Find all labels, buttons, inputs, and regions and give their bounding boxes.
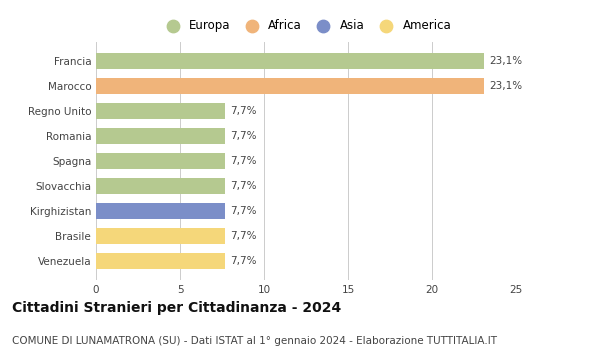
Bar bbox=[96, 128, 226, 144]
Bar bbox=[96, 53, 484, 69]
Bar bbox=[96, 253, 226, 269]
Bar bbox=[96, 178, 226, 194]
Text: 23,1%: 23,1% bbox=[489, 81, 522, 91]
Bar bbox=[96, 228, 226, 244]
Text: 7,7%: 7,7% bbox=[230, 181, 257, 191]
Text: 7,7%: 7,7% bbox=[230, 156, 257, 166]
Text: 7,7%: 7,7% bbox=[230, 256, 257, 266]
Legend: Europa, Africa, Asia, America: Europa, Africa, Asia, America bbox=[158, 17, 454, 35]
Bar bbox=[96, 153, 226, 169]
Text: 7,7%: 7,7% bbox=[230, 231, 257, 241]
Bar bbox=[96, 203, 226, 219]
Text: 7,7%: 7,7% bbox=[230, 131, 257, 141]
Text: Cittadini Stranieri per Cittadinanza - 2024: Cittadini Stranieri per Cittadinanza - 2… bbox=[12, 301, 341, 315]
Text: 7,7%: 7,7% bbox=[230, 206, 257, 216]
Bar bbox=[96, 78, 484, 94]
Bar bbox=[96, 103, 226, 119]
Text: COMUNE DI LUNAMATRONA (SU) - Dati ISTAT al 1° gennaio 2024 - Elaborazione TUTTIT: COMUNE DI LUNAMATRONA (SU) - Dati ISTAT … bbox=[12, 336, 497, 346]
Text: 23,1%: 23,1% bbox=[489, 56, 522, 66]
Text: 7,7%: 7,7% bbox=[230, 106, 257, 116]
